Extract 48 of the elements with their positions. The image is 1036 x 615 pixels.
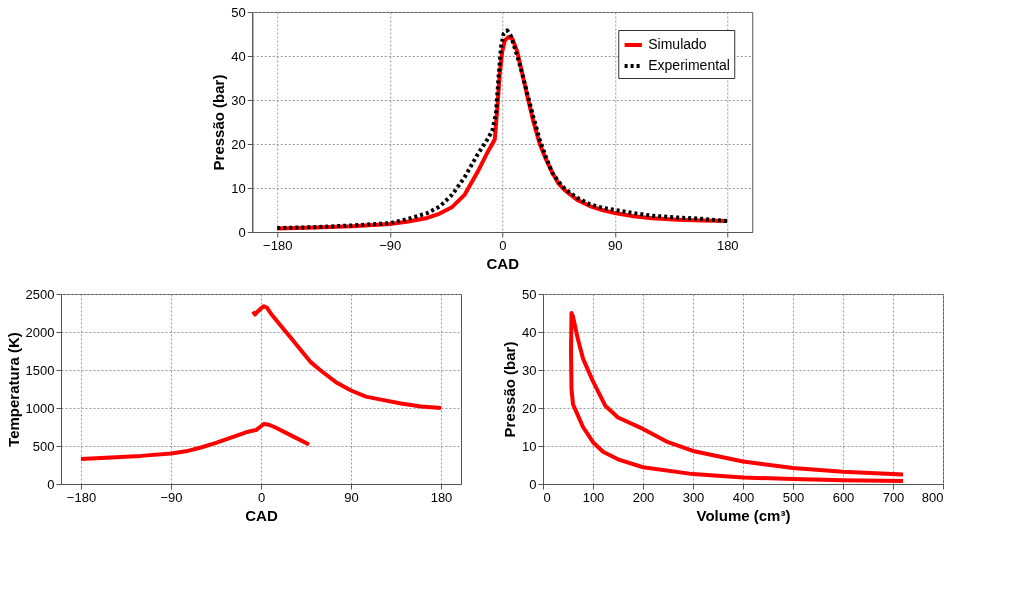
x-tick-label: 0 [257,489,266,505]
y-axis-title: Temperatura (K) [4,332,22,447]
y-axis-title: Pressão (bar) [210,74,228,171]
y-tick-label: 2500 [25,286,55,302]
line-series [79,421,311,461]
line-series [569,311,905,483]
x-tick-label: −90 [379,237,402,253]
y-tick-label: 10 [522,438,537,454]
y-tick-label: 50 [231,4,246,20]
x-tick-label: 180 [430,489,453,505]
x-tick-label: 90 [344,489,359,505]
x-tick-label: 800 [921,489,944,505]
y-tick-label: 20 [231,136,246,152]
legend-label: Experimental [648,57,730,73]
y-tick-label: 50 [522,286,537,302]
y-axis-title: Pressão (bar) [501,341,519,438]
x-tick-label: 400 [732,489,755,505]
x-tick-label: −180 [263,237,293,253]
x-tick-label: 600 [832,489,855,505]
y-tick-label: 2000 [25,324,55,340]
x-axis-title: CAD [245,506,278,524]
x-tick-label: 700 [882,489,905,505]
y-tick-label: 0 [529,476,537,492]
x-tick-label: 90 [608,237,623,253]
x-axis-title: Volume (cm³) [696,506,791,524]
x-tick-label: 0 [499,237,507,253]
x-tick-label: 180 [716,237,739,253]
x-tick-label: 100 [582,489,605,505]
y-tick-label: 1500 [25,362,55,378]
x-tick-label: −90 [160,489,183,505]
x-tick-label: 0 [543,489,551,505]
y-tick-label: 0 [238,224,246,240]
y-tick-label: 0 [47,476,55,492]
x-axis-title: CAD [486,254,520,272]
x-tick-label: 300 [682,489,705,505]
x-tick-label: −180 [66,489,97,505]
legend-label: Simulado [648,36,707,52]
y-tick-label: 30 [522,362,537,378]
y-tick-label: 30 [231,92,246,108]
line-series [251,304,443,410]
y-tick-label: 40 [522,324,537,340]
x-tick-label: 200 [632,489,655,505]
y-tick-label: 1000 [25,400,55,416]
y-tick-label: 40 [231,48,246,64]
y-tick-label: 10 [231,180,246,196]
y-tick-label: 20 [522,400,537,416]
y-tick-label: 500 [32,438,55,454]
x-tick-label: 500 [782,489,805,505]
